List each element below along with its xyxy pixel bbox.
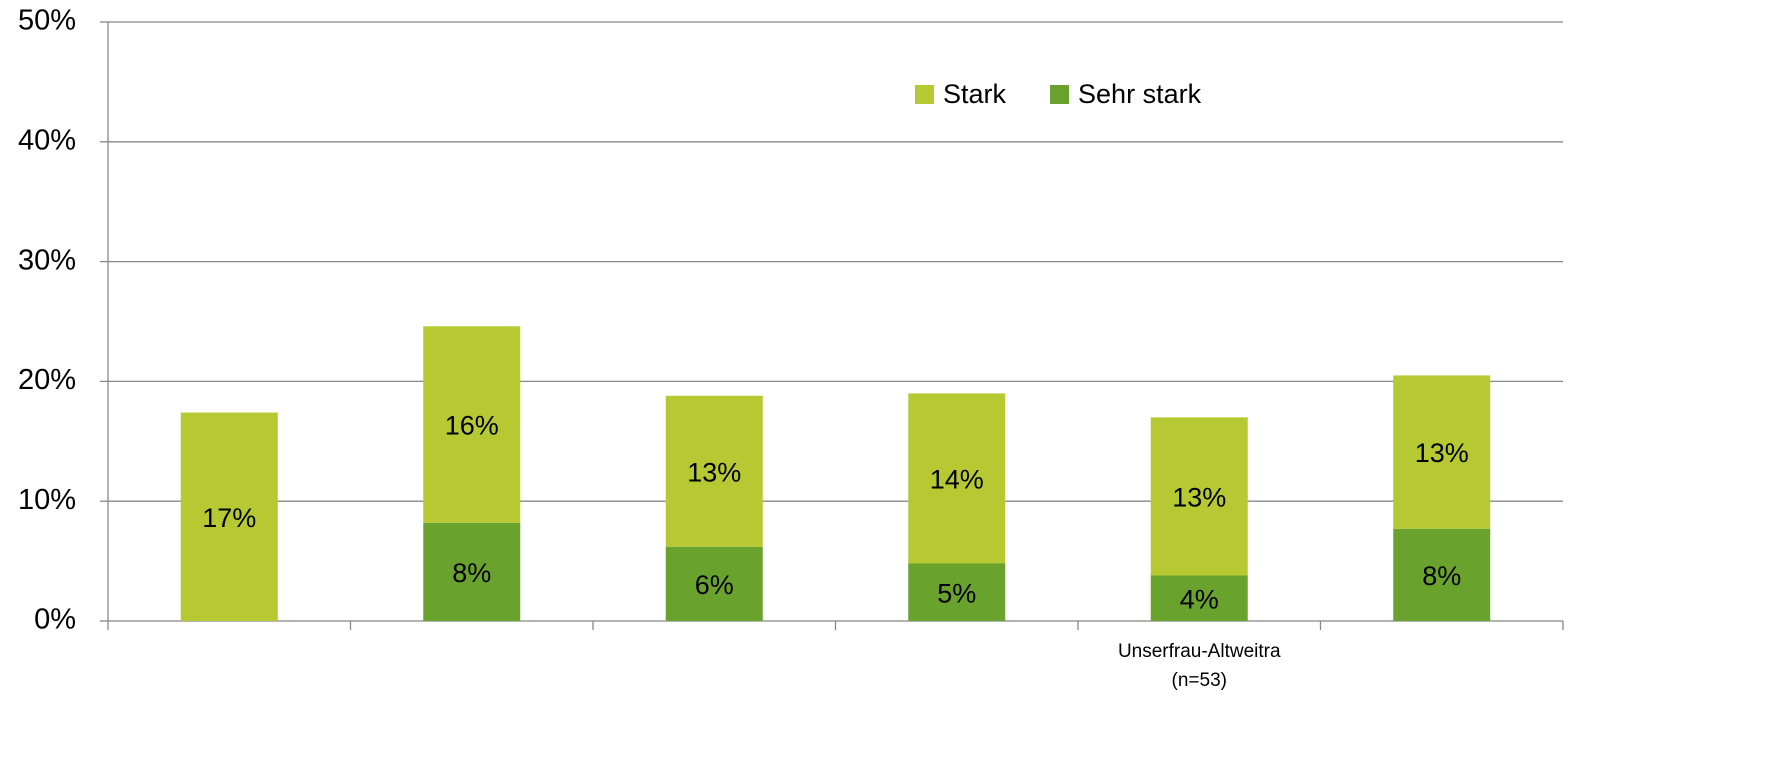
legend-label: Sehr stark: [1078, 79, 1202, 109]
data-label: 5%: [937, 578, 976, 608]
bar-segment: [665, 395, 763, 547]
data-label: 13%: [1415, 438, 1469, 468]
x-tick-label: Unserfrau-Altweitra (n=53): [1118, 641, 1281, 691]
bar-segment: [908, 563, 1006, 621]
data-label: 16%: [445, 411, 499, 441]
data-label: 13%: [687, 457, 741, 487]
y-tick-label: 40%: [18, 124, 76, 156]
x-tick-line: Unserfrau-Altweitra: [1118, 641, 1281, 662]
x-tick-line: (n=53): [1172, 670, 1227, 691]
data-label: 8%: [1422, 561, 1461, 591]
data-label: 13%: [1172, 483, 1226, 513]
data-label: 6%: [695, 570, 734, 600]
bar-segment: [1150, 575, 1248, 621]
bar-segment: [423, 522, 521, 621]
y-tick-label: 10%: [18, 484, 76, 516]
legend-label: Stark: [943, 79, 1007, 109]
bar-segment: [1150, 417, 1248, 576]
bar-segment: [1393, 528, 1491, 621]
data-label: 4%: [1180, 584, 1219, 614]
data-label: 8%: [452, 558, 491, 588]
bar-segment: [180, 412, 278, 621]
bar-segment: [423, 326, 521, 523]
y-tick-label: 50%: [18, 5, 76, 37]
legend-swatch: [1050, 85, 1070, 104]
bar-segment: [1393, 375, 1491, 529]
y-tick-label: 20%: [18, 364, 76, 396]
data-label: 14%: [930, 465, 984, 495]
bar-segment: [665, 546, 763, 621]
data-label: 17%: [202, 503, 256, 533]
y-tick-label: 0%: [34, 604, 76, 636]
legend-swatch: [915, 85, 934, 104]
bar-segment: [908, 393, 1006, 564]
y-tick-label: 30%: [18, 244, 76, 276]
